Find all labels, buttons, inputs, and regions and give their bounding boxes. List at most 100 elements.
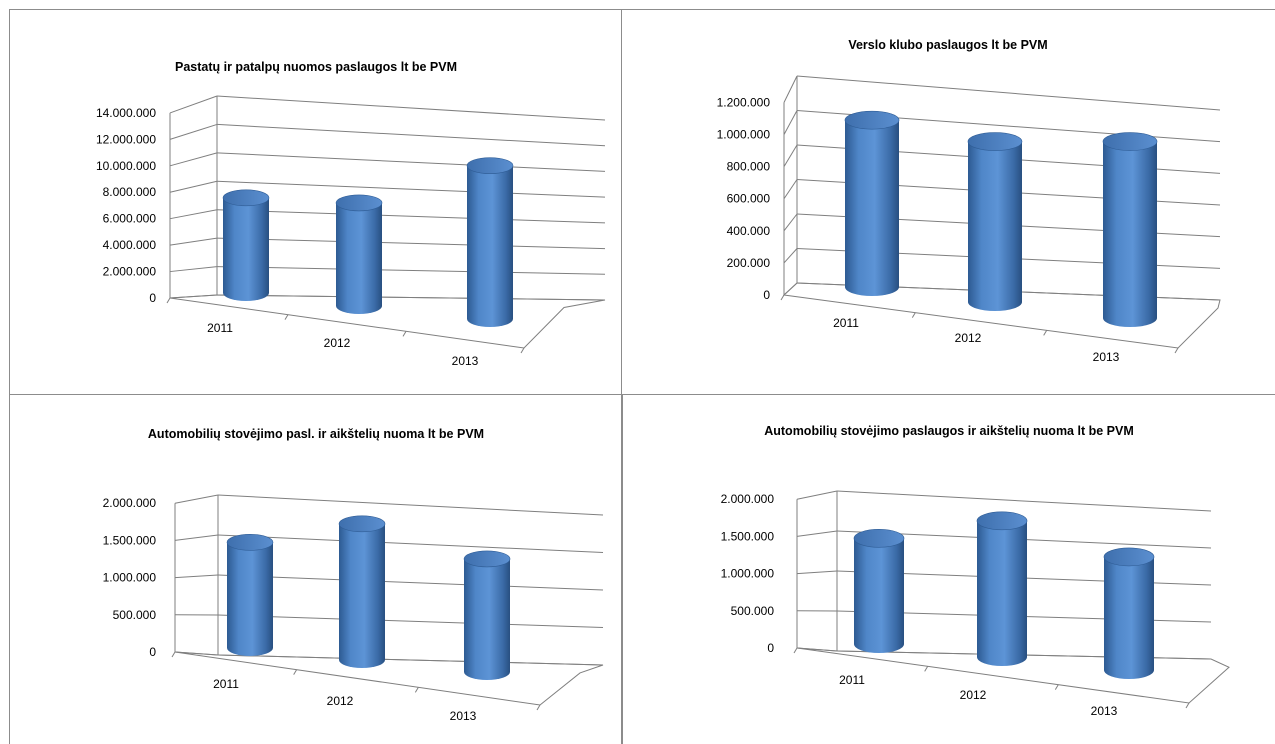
side-wall-line — [169, 209, 218, 220]
x-category-label: 2013 — [1091, 704, 1118, 718]
side-wall-line — [169, 180, 218, 193]
chart-svg: Verslo klubo paslaugos lt be PVM 0 200.000… — [717, 38, 1221, 364]
bar-2011 — [222, 189, 270, 301]
chart-svg: Pastatų ir patalpų nuomos paslaugos lt b… — [96, 60, 606, 368]
chart-panel-parking-full: Automobilių stovėjimo paslaugos ir aikšt… — [622, 395, 1275, 744]
x-category-label: 2013 — [1093, 350, 1120, 364]
x-category-label: 2011 — [833, 316, 859, 330]
y-tick-label: 400.000 — [727, 224, 771, 238]
bar-2012 — [338, 515, 386, 668]
y-tick-label: 500.000 — [113, 608, 157, 622]
gridline — [216, 152, 606, 172]
x-tick-mark — [780, 294, 785, 301]
chart-title: Pastatų ir patalpų nuomos paslaugos lt b… — [175, 60, 457, 74]
x-tick-mark — [171, 651, 176, 658]
gridline — [836, 490, 1212, 512]
side-wall-line — [174, 574, 219, 579]
x-tick-mark — [1185, 702, 1190, 709]
bar-2011 — [226, 534, 274, 656]
x-category-label: 2012 — [324, 336, 351, 350]
chart-title: Automobilių stovėjimo paslaugos ir aikšt… — [764, 424, 1134, 438]
x-tick-mark — [284, 314, 289, 320]
side-wall-line — [796, 490, 838, 500]
bar-2012 — [335, 194, 383, 314]
x-category-label: 2012 — [960, 688, 987, 702]
chart-panel-parking-short: Automobilių stovėjimo pasl. ir aikštelių… — [9, 395, 622, 744]
side-wall-line — [783, 213, 798, 232]
y-tick-label: 14.000.000 — [96, 106, 156, 120]
chart-floor — [174, 651, 604, 706]
x-tick-mark — [911, 312, 916, 318]
gridline — [217, 534, 604, 553]
gridline — [796, 75, 1221, 111]
y-tick-label: 0 — [763, 288, 770, 302]
x-tick-mark — [293, 669, 298, 675]
x-category-label: 2011 — [213, 677, 239, 691]
y-tick-label: 600.000 — [727, 192, 771, 206]
y-tick-label: 0 — [767, 641, 774, 655]
x-category-label: 2013 — [452, 354, 479, 368]
gridline — [216, 209, 606, 224]
chart-floor — [169, 294, 606, 349]
y-tick-label: 0 — [149, 645, 156, 659]
x-category-label: 2011 — [207, 321, 233, 335]
bar-2013 — [466, 157, 514, 327]
bar-2012 — [967, 132, 1023, 311]
bar-2013 — [463, 550, 511, 680]
y-tick-label: 1.500.000 — [721, 529, 775, 543]
y-tick-label: 500.000 — [731, 604, 775, 618]
bar-2013 — [1103, 547, 1155, 679]
side-wall-line — [783, 110, 798, 135]
bar-2011 — [853, 529, 905, 653]
side-wall-line — [169, 95, 218, 114]
side-wall-line — [796, 530, 838, 537]
y-tick-label: 2.000.000 — [721, 492, 775, 506]
chart-svg: Automobilių stovėjimo pasl. ir aikštelių… — [103, 427, 604, 723]
x-tick-mark — [414, 687, 419, 693]
x-tick-mark — [924, 666, 929, 672]
side-wall-line — [169, 237, 218, 246]
chart-panel-rental: Pastatų ir patalpų nuomos paslaugos lt b… — [9, 9, 622, 395]
x-tick-mark — [1054, 684, 1059, 690]
chart-floor — [782, 282, 1221, 349]
bar-2013 — [1102, 132, 1158, 327]
y-tick-label: 1.000.000 — [721, 567, 775, 581]
side-wall-line — [169, 152, 218, 167]
gridline — [217, 614, 604, 628]
side-wall-line — [174, 494, 219, 504]
y-tick-label: 1.500.000 — [103, 533, 157, 547]
gridline — [216, 123, 606, 147]
y-tick-label: 2.000.000 — [103, 496, 157, 510]
y-tick-label: 1.000.000 — [717, 128, 771, 142]
x-tick-mark — [793, 647, 798, 654]
gridline — [216, 180, 606, 198]
bar-2012 — [976, 511, 1028, 666]
side-wall-line — [169, 266, 218, 273]
y-tick-label: 4.000.000 — [103, 238, 157, 252]
side-wall-line — [783, 248, 798, 264]
chart-svg: Automobilių stovėjimo paslaugos ir aikšt… — [721, 424, 1230, 718]
x-tick-mark — [402, 331, 407, 337]
y-tick-label: 200.000 — [727, 256, 771, 270]
side-wall-line — [174, 534, 219, 541]
y-tick-label: 10.000.000 — [96, 159, 156, 173]
side-wall-line — [796, 570, 838, 575]
chart-title: Verslo klubo paslaugos lt be PVM — [848, 38, 1047, 52]
gridline — [216, 237, 606, 250]
x-category-label: 2012 — [327, 694, 354, 708]
x-tick-mark — [1174, 347, 1179, 354]
y-tick-label: 800.000 — [727, 160, 771, 174]
bar-2011 — [844, 110, 900, 297]
x-tick-mark — [166, 297, 171, 304]
gridline — [216, 95, 606, 121]
y-tick-label: 8.000.000 — [103, 185, 157, 199]
chart-title: Automobilių stovėjimo pasl. ir aikštelių… — [148, 427, 484, 441]
x-tick-mark — [520, 347, 525, 354]
y-tick-label: 6.000.000 — [103, 212, 157, 226]
gridline — [216, 266, 606, 275]
x-category-label: 2011 — [839, 673, 865, 687]
side-wall-line — [783, 75, 798, 103]
x-tick-mark — [1043, 330, 1048, 336]
y-tick-label: 12.000.000 — [96, 132, 156, 146]
